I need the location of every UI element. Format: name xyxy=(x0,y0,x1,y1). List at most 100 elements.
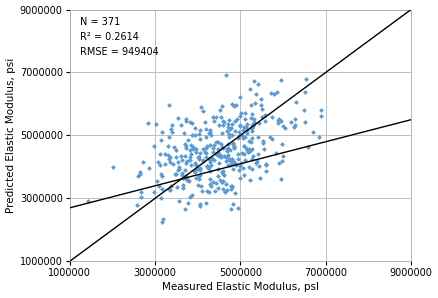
Point xyxy=(181,168,188,173)
Point xyxy=(155,184,162,189)
Point xyxy=(291,123,298,128)
Point xyxy=(216,108,223,113)
Point xyxy=(231,191,238,195)
Point xyxy=(158,196,165,201)
Point xyxy=(255,152,262,157)
Point xyxy=(261,118,268,123)
Point xyxy=(193,175,200,180)
Point xyxy=(166,155,173,160)
Point xyxy=(247,178,254,183)
Point xyxy=(168,122,175,127)
Point xyxy=(237,164,244,169)
Point xyxy=(181,142,188,147)
Point xyxy=(194,182,201,187)
Point xyxy=(248,157,255,162)
Point xyxy=(194,167,201,171)
Point xyxy=(237,123,244,128)
Point xyxy=(209,145,216,150)
Point xyxy=(179,176,186,180)
Point xyxy=(225,122,232,126)
Point xyxy=(188,143,195,148)
Point xyxy=(242,117,249,122)
Point xyxy=(247,116,254,121)
Point xyxy=(202,201,209,206)
Point xyxy=(280,154,287,159)
Point xyxy=(228,184,235,189)
Point xyxy=(187,195,194,200)
Point xyxy=(196,177,203,182)
Point xyxy=(167,127,174,132)
Point xyxy=(215,152,222,157)
Point xyxy=(226,126,233,131)
Point xyxy=(216,153,223,158)
Point xyxy=(206,169,213,173)
Point xyxy=(189,120,196,125)
Point xyxy=(206,181,213,186)
Point xyxy=(229,162,236,167)
Point xyxy=(230,159,237,164)
Point xyxy=(218,180,225,184)
Point xyxy=(204,189,211,194)
Point xyxy=(215,166,222,171)
Point xyxy=(251,79,258,84)
Point xyxy=(196,128,203,132)
Point xyxy=(157,172,164,176)
Point xyxy=(186,179,193,183)
Point xyxy=(218,155,225,160)
Point xyxy=(215,147,222,151)
Point xyxy=(196,174,203,179)
Point xyxy=(258,115,265,119)
Point xyxy=(235,152,242,156)
Point xyxy=(272,150,279,155)
Point xyxy=(188,193,195,198)
Point xyxy=(159,129,166,134)
Point xyxy=(212,139,219,144)
Point xyxy=(203,126,210,131)
Point xyxy=(173,171,180,176)
Point xyxy=(182,160,189,165)
Point xyxy=(202,154,209,159)
Point xyxy=(223,187,230,192)
Point xyxy=(218,170,225,175)
Point xyxy=(242,145,249,150)
Point xyxy=(219,180,226,184)
Point xyxy=(194,165,201,170)
Point xyxy=(300,107,307,112)
Point xyxy=(243,148,250,153)
Point xyxy=(253,161,260,165)
Point xyxy=(200,109,207,114)
Point xyxy=(206,160,213,165)
Point xyxy=(210,115,217,120)
Point xyxy=(275,120,282,125)
Point xyxy=(177,154,184,159)
Point xyxy=(172,172,179,176)
Point xyxy=(174,116,181,121)
Point xyxy=(187,158,194,163)
Point xyxy=(171,145,178,149)
Point xyxy=(229,133,236,138)
Point xyxy=(276,117,283,122)
Point xyxy=(244,150,251,155)
Point xyxy=(304,145,311,149)
Point xyxy=(219,145,226,150)
Point xyxy=(191,161,198,165)
Point xyxy=(236,130,243,134)
Point xyxy=(219,122,226,127)
Point xyxy=(247,126,254,131)
Point xyxy=(217,115,224,120)
Point xyxy=(191,169,198,174)
Point xyxy=(191,133,198,138)
Point xyxy=(175,167,182,172)
Point xyxy=(227,126,234,131)
Point xyxy=(187,151,194,156)
Point xyxy=(249,122,256,127)
Point xyxy=(197,167,204,172)
Point xyxy=(200,158,207,163)
Point xyxy=(258,97,265,102)
Point xyxy=(158,138,165,142)
Point xyxy=(182,153,189,158)
Point xyxy=(166,186,173,191)
Point xyxy=(207,143,214,148)
Point xyxy=(206,157,213,162)
Point xyxy=(212,151,219,156)
